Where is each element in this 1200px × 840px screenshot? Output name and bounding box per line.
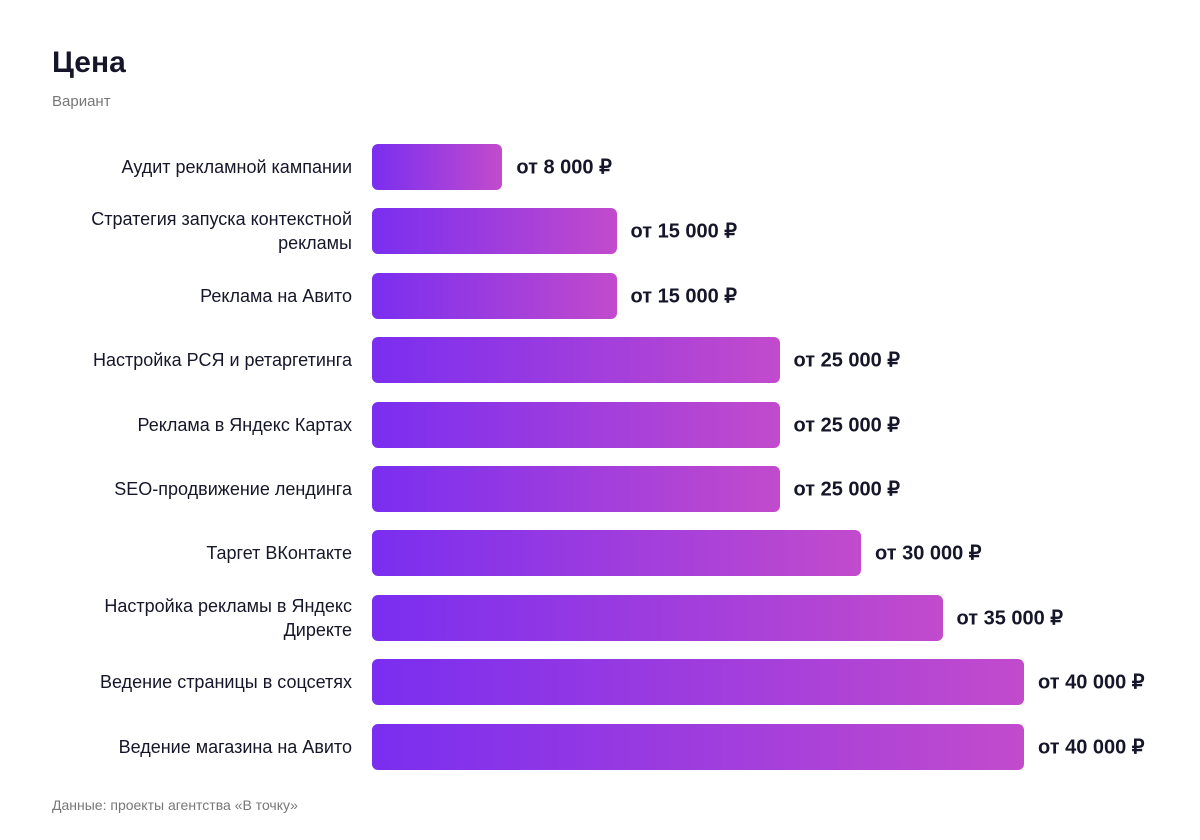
value-label: от 8 000 ₽	[516, 156, 612, 179]
category-label: SEO-продвижение лендинга	[114, 479, 352, 499]
category-label: Стратегия запуска контекстной рекламы	[91, 209, 352, 254]
bar	[372, 272, 617, 319]
bar	[372, 466, 780, 512]
bar	[372, 659, 1024, 706]
category-label: Реклама на Авито	[200, 285, 352, 306]
category-label: Настройка рекламы в Яндекс Директе	[104, 595, 352, 640]
value-label: от 35 000 ₽	[956, 607, 1064, 630]
value-label: от 15 000 ₽	[630, 285, 738, 308]
value-label: от 15 000 ₽	[630, 220, 738, 243]
bar	[372, 530, 861, 577]
bar	[372, 144, 503, 190]
category-label: Ведение страницы в соцсетях	[100, 672, 352, 693]
bar	[372, 723, 1024, 770]
category-label: Ведение магазина на Авито	[118, 736, 352, 757]
value-label: от 25 000 ₽	[793, 414, 901, 437]
value-label: от 40 000 ₽	[1038, 736, 1145, 759]
value-label: от 30 000 ₽	[875, 542, 982, 565]
bar	[372, 594, 943, 641]
value-label: от 25 000 ₽	[793, 349, 901, 372]
bar	[372, 337, 780, 384]
value-label: от 40 000 ₽	[1038, 671, 1145, 694]
category-label: Аудит рекламной кампании	[121, 157, 352, 177]
category-label: Настройка РСЯ и ретаргетинга	[93, 350, 352, 371]
category-label: Таргет ВКонтакте	[206, 543, 352, 564]
chart-title: Цена	[52, 46, 126, 79]
chart-subtitle: Вариант	[52, 93, 111, 110]
source-note: Данные: проекты агентства «В точку»	[52, 797, 298, 813]
bar	[372, 401, 780, 448]
category-label: Реклама в Яндекс Картах	[137, 414, 352, 435]
value-label: от 25 000 ₽	[793, 478, 901, 501]
bar	[372, 208, 617, 255]
